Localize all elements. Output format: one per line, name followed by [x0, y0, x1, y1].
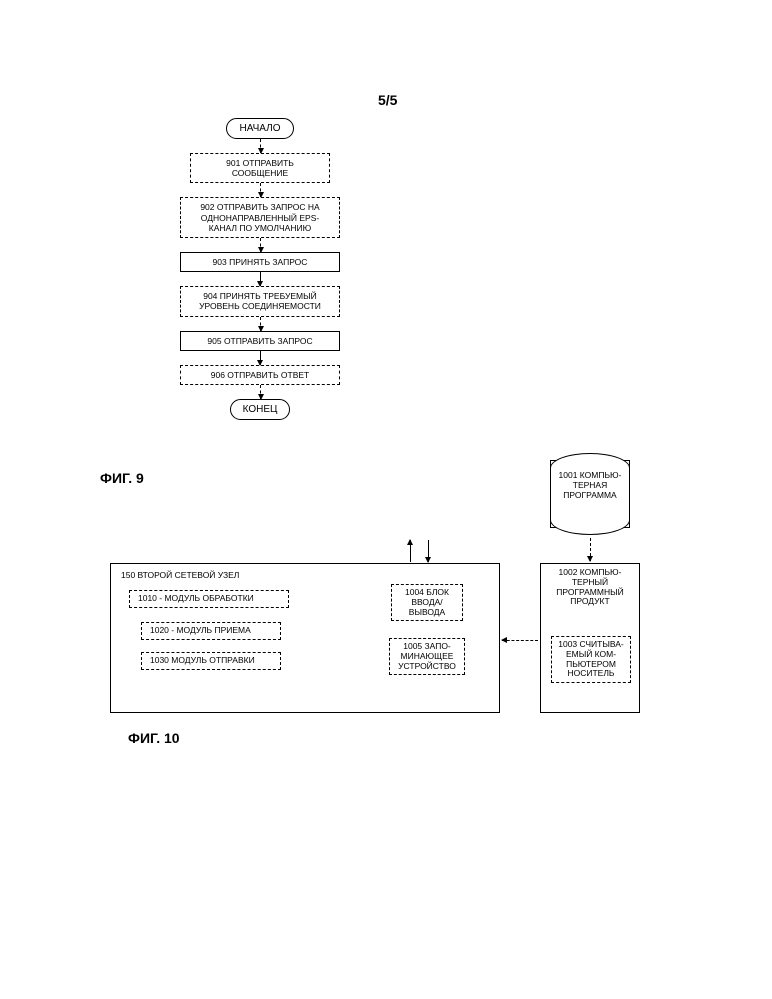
arrow-icon: [590, 538, 591, 561]
fig10-medium: 1003 СЧИТЫВА-ЕМЫЙ КОМ-ПЬЮТЕРОМ НОСИТЕЛЬ: [551, 636, 631, 683]
fig10-module-io: 1004 БЛОК ВВОДА/ ВЫВОДА: [391, 584, 463, 621]
fig9-step-906: 906 ОТПРАВИТЬ ОТВЕТ: [180, 365, 340, 385]
arrow-icon: [260, 238, 261, 252]
fig9-step-903: 903 ПРИНЯТЬ ЗАПРОС: [180, 252, 340, 272]
fig10-diagram: 1001 КОМПЬЮ-ТЕРНАЯ ПРОГРАММА 1002 КОМПЬЮ…: [100, 460, 670, 760]
arrow-icon: [260, 385, 261, 399]
page-number: 5/5: [378, 92, 397, 108]
fig10-node-box: 150 ВТОРОЙ СЕТЕВОЙ УЗЕЛ 1010 - МОДУЛЬ ОБ…: [110, 563, 500, 713]
fig9-step-902: 902 ОТПРАВИТЬ ЗАПРОС НА ОДНОНАПРАВЛЕННЫЙ…: [180, 197, 340, 238]
fig10-module-receive: 1020 - МОДУЛЬ ПРИЕМА: [141, 622, 281, 640]
fig10-module-memory: 1005 ЗАПО-МИНАЮЩЕЕ УСТРОЙСТВО: [389, 638, 465, 675]
fig10-product-box: 1002 КОМПЬЮ-ТЕРНЫЙ ПРОГРАММНЫЙ ПРОДУКТ 1…: [540, 563, 640, 713]
fig10-module-send: 1030 МОДУЛЬ ОТПРАВКИ: [141, 652, 281, 670]
arrow-icon: [260, 272, 261, 286]
fig9-step-901: 901 ОТПРАВИТЬ СООБЩЕНИЕ: [190, 153, 330, 183]
fig10-module-processing: 1010 - МОДУЛЬ ОБРАБОТКИ: [129, 590, 289, 608]
fig9-end: КОНЕЦ: [230, 399, 291, 420]
arrow-icon: [260, 317, 261, 331]
fig10-product-title: 1002 КОМПЬЮ-ТЕРНЫЙ ПРОГРАММНЫЙ ПРОДУКТ: [547, 568, 633, 607]
arrow-up-icon: [410, 540, 411, 562]
fig10-program-scroll: 1001 КОМПЬЮ-ТЕРНАЯ ПРОГРАММА: [550, 460, 630, 528]
fig9-start: НАЧАЛО: [226, 118, 293, 139]
fig10-node-title: 150 ВТОРОЙ СЕТЕВОЙ УЗЕЛ: [121, 570, 239, 580]
fig9-flowchart: НАЧАЛО 901 ОТПРАВИТЬ СООБЩЕНИЕ 902 ОТПРА…: [160, 118, 360, 420]
fig9-step-905: 905 ОТПРАВИТЬ ЗАПРОС: [180, 331, 340, 351]
fig10-program-text: 1001 КОМПЬЮ-ТЕРНАЯ ПРОГРАММА: [551, 461, 629, 504]
arrow-left-icon: [502, 640, 538, 641]
fig9-step-904: 904 ПРИНЯТЬ ТРЕБУЕМЫЙ УРОВЕНЬ СОЕДИНЯЕМО…: [180, 286, 340, 316]
fig10-label: ФИГ. 10: [128, 730, 180, 746]
arrow-icon: [260, 351, 261, 365]
arrow-icon: [260, 139, 261, 153]
arrow-icon: [260, 183, 261, 197]
arrow-down-icon: [428, 540, 429, 562]
